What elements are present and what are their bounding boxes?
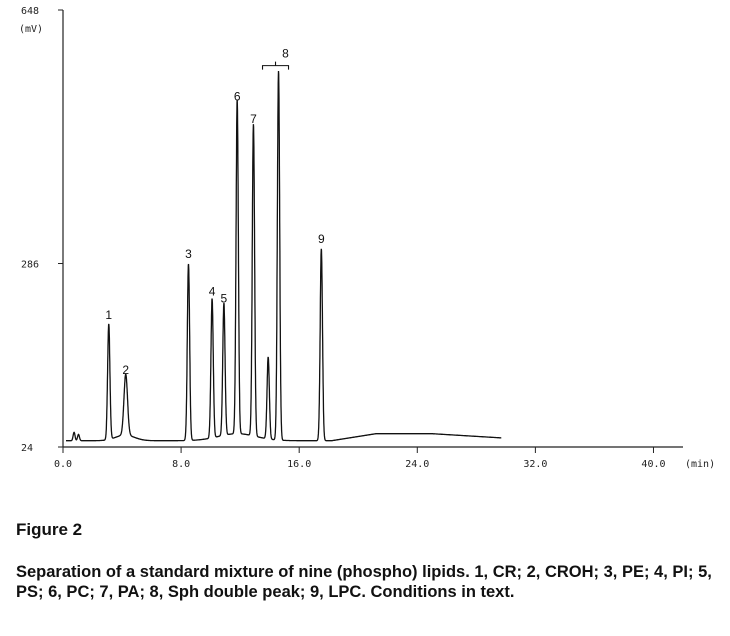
peak-label-6: 6 — [234, 90, 241, 104]
x-tick-label: 32.0 — [523, 459, 547, 470]
peak-label-8: 8 — [282, 47, 289, 61]
chromatogram-figure: 0.0 8.0 16.0 24.0 32.0 40.0 (min) 24 286 648 (mV) 1… — [19, 6, 715, 470]
x-tick-label: 8.0 — [172, 459, 190, 470]
figure-caption: Figure 2 Separation of a standard mixtur… — [16, 520, 716, 602]
peak-label-7: 7 — [250, 112, 257, 126]
x-tick-label: 24.0 — [405, 459, 429, 470]
x-tick-label: 0.0 — [54, 459, 72, 470]
x-tick-label: 40.0 — [641, 459, 665, 470]
chromatogram-chart: 0.0 8.0 16.0 24.0 32.0 40.0 (min)24286648(mV)1… — [19, 6, 715, 470]
peak-label-9: 9 — [318, 232, 325, 246]
y-tick-label: 648 — [21, 6, 39, 17]
peak-label-4: 4 — [209, 284, 216, 298]
y-axis-label: (mV) — [19, 24, 43, 35]
y-tick-label: 24 — [21, 443, 33, 454]
x-tick-label: 16.0 — [287, 459, 311, 470]
chromatogram-trace — [66, 70, 502, 442]
figure-caption-text: Separation of a standard mixture of nine… — [16, 563, 712, 601]
figure-title: Figure 2 — [16, 520, 83, 539]
peak-label-5: 5 — [221, 291, 228, 305]
peak-8-bracket — [261, 61, 290, 70]
peak-label-3: 3 — [185, 247, 192, 261]
peak-label-2: 2 — [122, 363, 129, 377]
x-axis-label: (min) — [685, 459, 715, 470]
y-tick-label: 286 — [21, 260, 39, 271]
peak-label-1: 1 — [105, 308, 112, 322]
